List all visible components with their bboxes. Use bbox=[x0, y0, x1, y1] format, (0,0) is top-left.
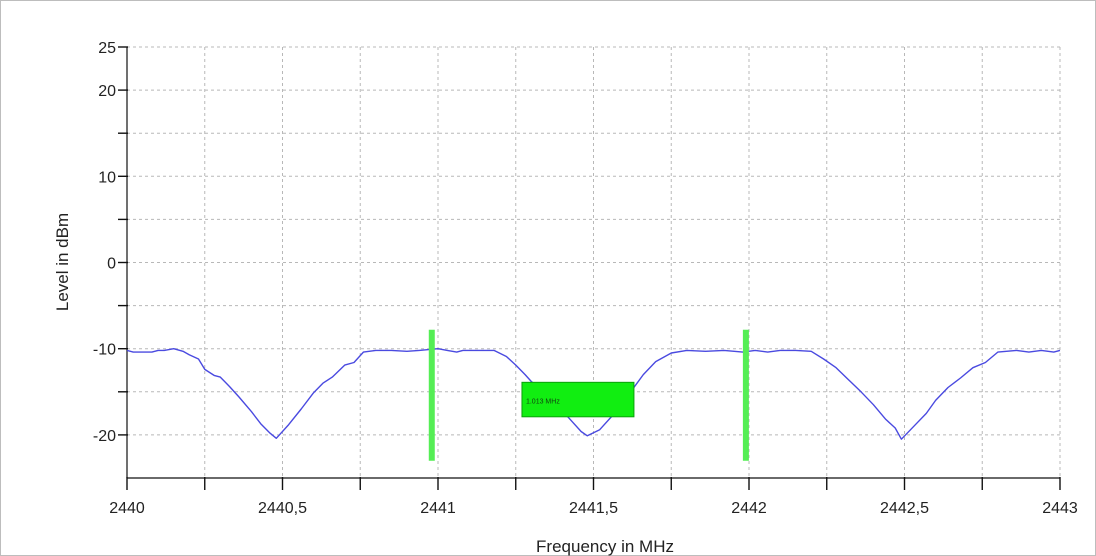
marker-line bbox=[428, 329, 435, 461]
y-axis-label: Level in dBm bbox=[53, 213, 72, 311]
y-tick-label: 25 bbox=[98, 40, 116, 57]
y-tick-label: 20 bbox=[98, 83, 116, 100]
x-tick-label: 2441,5 bbox=[569, 500, 618, 517]
x-tick-label: 2440 bbox=[109, 500, 145, 517]
x-axis-ticks: 2440 2440,5 2441 2441,5 2442 2442,5 2443 bbox=[109, 477, 1078, 517]
markers-group bbox=[428, 329, 749, 461]
y-tick-label: 10 bbox=[98, 169, 116, 186]
x-tick-label: 2443 bbox=[1042, 500, 1078, 517]
x-tick-label: 2441 bbox=[420, 500, 456, 517]
x-axis-label: Frequency in MHz bbox=[536, 537, 674, 556]
bandwidth-box bbox=[521, 381, 635, 418]
y-tick-label: -10 bbox=[93, 342, 116, 359]
annotation-group: 1.013 MHz bbox=[521, 381, 635, 418]
y-axis-ticks: -20 -10 0 10 20 25 bbox=[93, 40, 128, 445]
x-tick-label: 2442 bbox=[731, 500, 767, 517]
y-tick-label: 0 bbox=[107, 256, 116, 273]
y-tick-label: -20 bbox=[93, 428, 116, 445]
x-tick-label: 2442,5 bbox=[880, 500, 929, 517]
x-tick-label: 2440,5 bbox=[258, 500, 307, 517]
marker-line bbox=[742, 329, 749, 461]
bandwidth-label: 1.013 MHz bbox=[526, 399, 560, 406]
